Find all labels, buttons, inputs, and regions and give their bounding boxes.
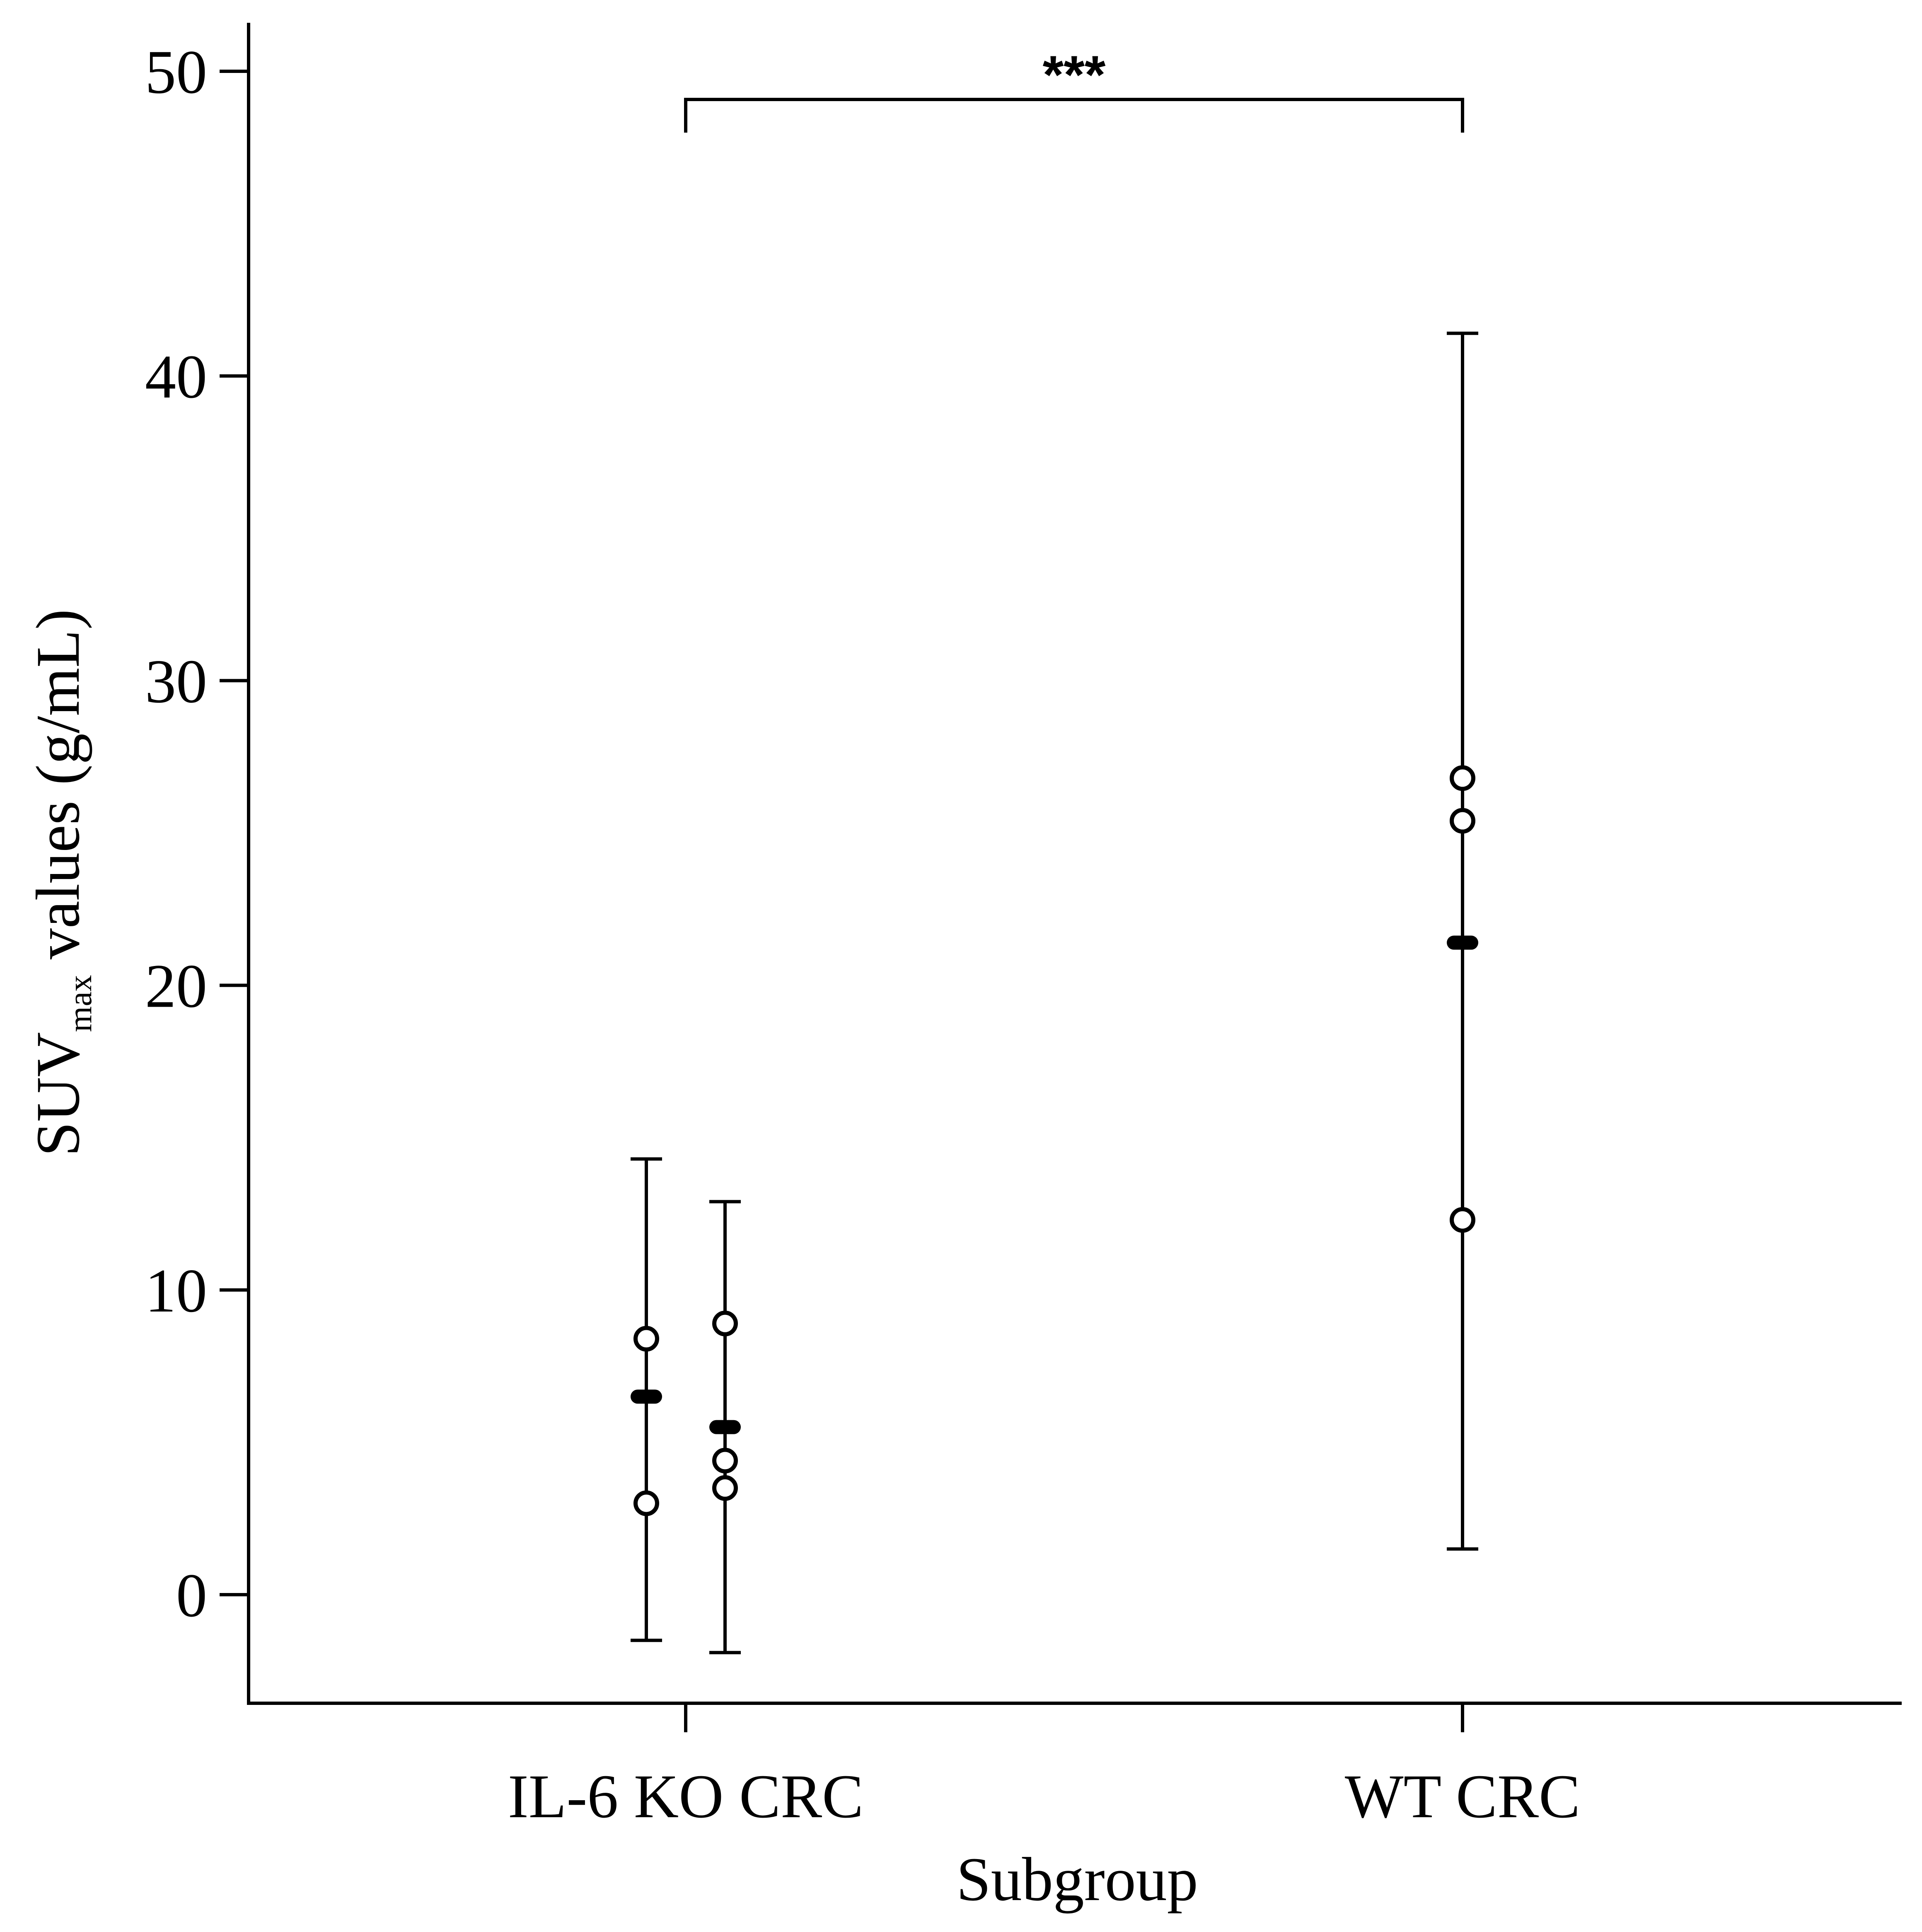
significance-bracket <box>684 98 1464 133</box>
mean-marker <box>631 1390 662 1404</box>
y-ticks: 0 10 20 30 40 50 <box>145 38 249 1630</box>
data-point <box>712 1475 738 1501</box>
x-tick-label: WT CRC <box>1345 1762 1580 1831</box>
significance-annotations: *** <box>684 44 1464 133</box>
data-point <box>633 1326 659 1352</box>
x-axis-title: Subgroup <box>956 1845 1198 1914</box>
x-tick-label: IL-6 KO CRC <box>508 1762 863 1831</box>
y-axis-title-subscript: max <box>62 975 99 1032</box>
y-tick-label: 50 <box>145 38 207 107</box>
data-point <box>1450 808 1475 834</box>
y-tick-label: 0 <box>176 1561 207 1630</box>
significance-label: *** <box>1043 44 1106 105</box>
data-point <box>633 1490 659 1516</box>
axes <box>247 23 1902 1705</box>
y-tick-label: 30 <box>145 647 207 716</box>
y-axis-title-suffix: values (g/mL) <box>24 609 92 975</box>
x-ticks: IL-6 KO CRC WT CRC <box>508 1703 1580 1831</box>
y-axis-title: SUVmax values (g/mL) <box>24 609 99 1157</box>
data-point <box>1450 765 1475 791</box>
y-tick-label: 40 <box>145 342 207 411</box>
mean-marker <box>1447 935 1478 950</box>
mean-markers <box>631 935 1478 1434</box>
mean-marker <box>709 1420 741 1434</box>
data-point <box>712 1448 738 1474</box>
data-points <box>633 765 1475 1516</box>
error-bars <box>631 332 1478 1654</box>
y-axis-title-prefix: SUV <box>24 1032 92 1156</box>
data-point <box>712 1310 738 1336</box>
y-tick-label: 20 <box>145 952 207 1021</box>
data-point <box>1450 1207 1475 1233</box>
y-tick-label: 10 <box>145 1257 207 1325</box>
